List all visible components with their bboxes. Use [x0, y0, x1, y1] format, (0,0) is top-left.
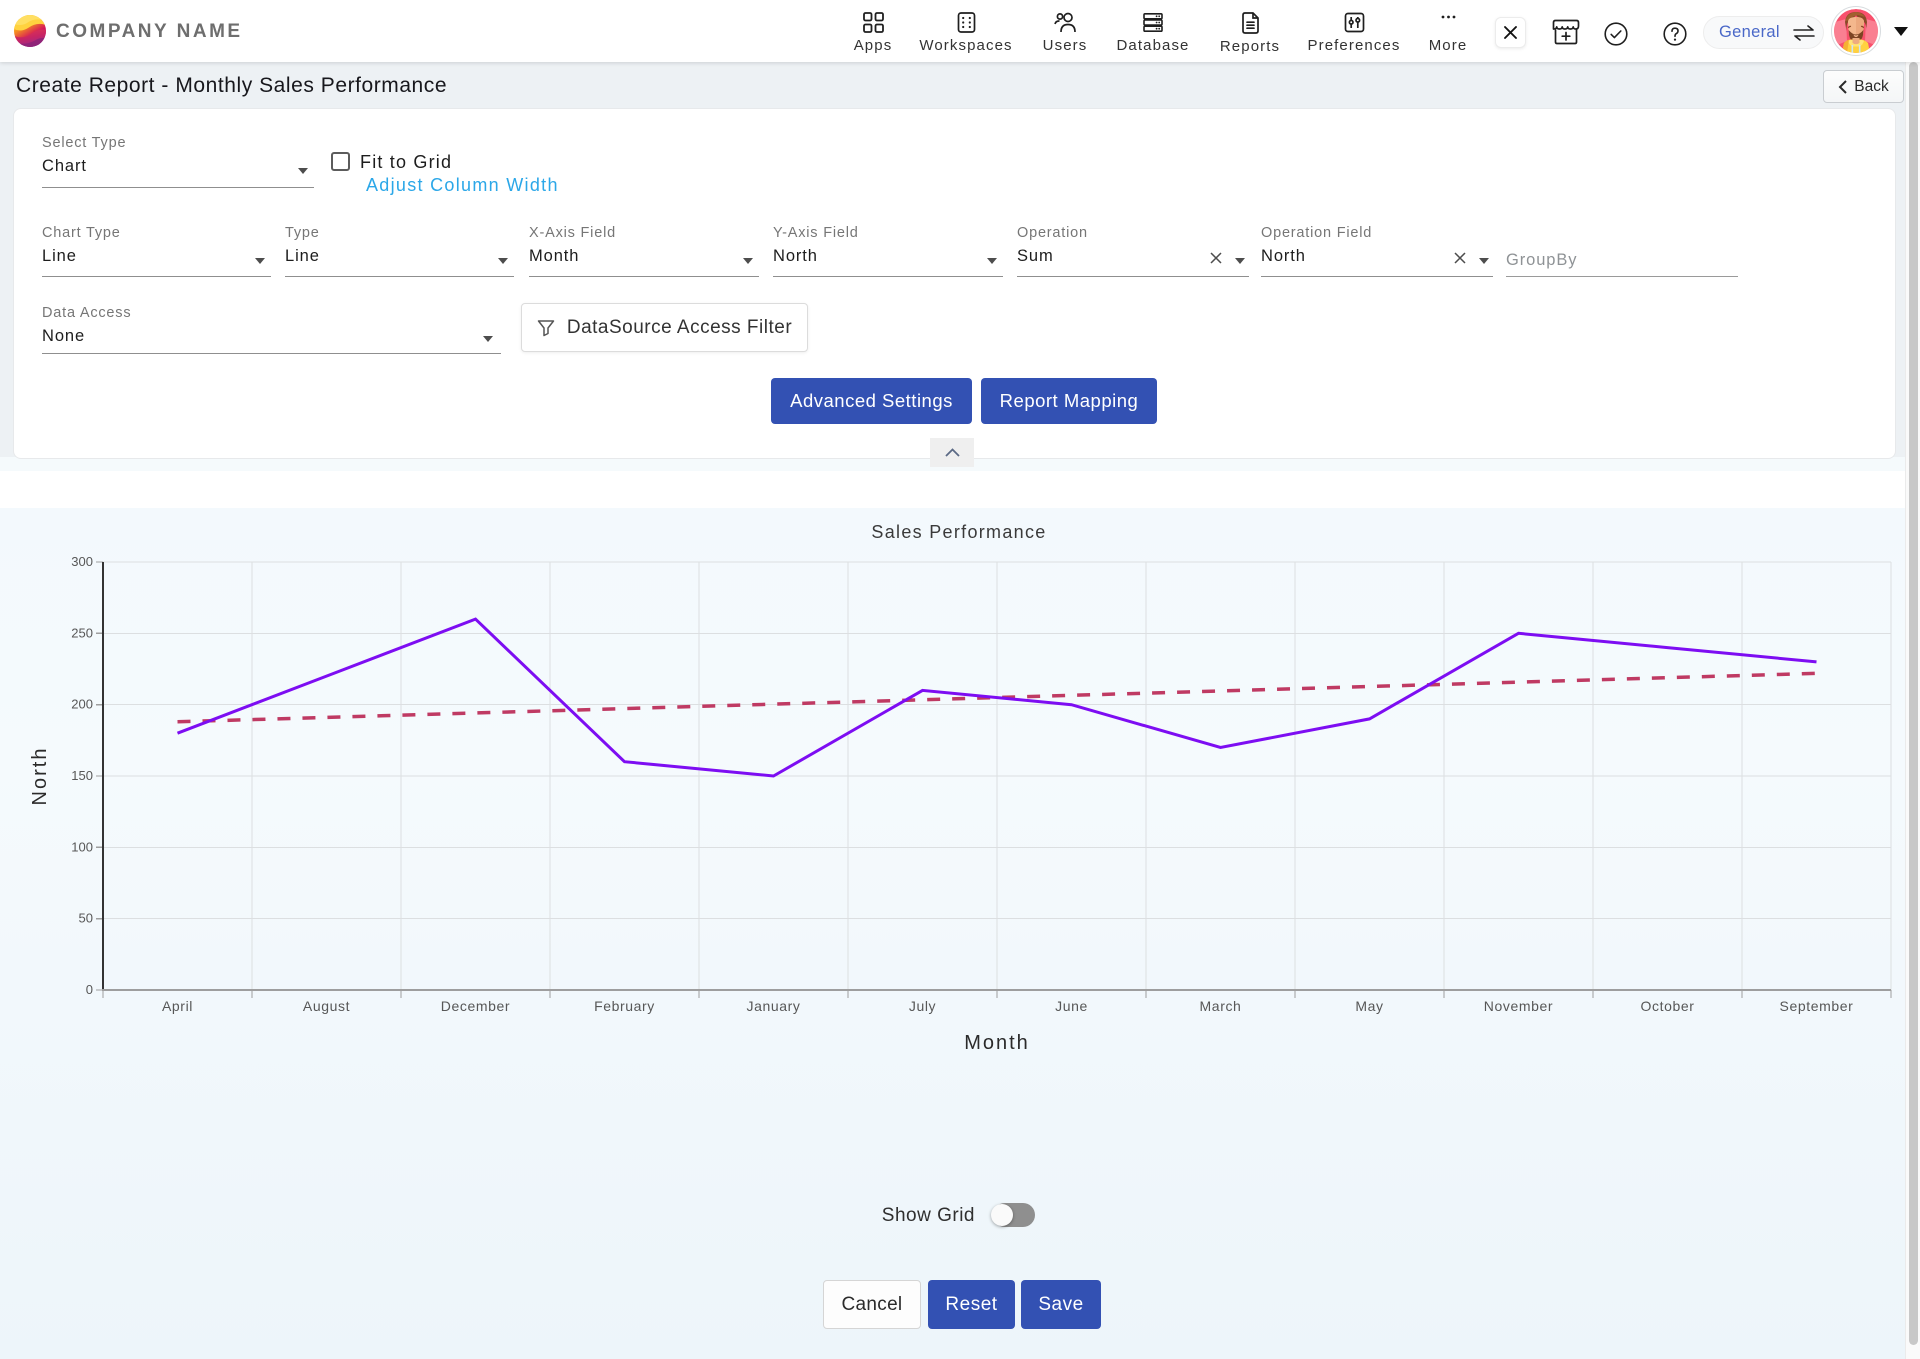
svg-text:November: November — [1484, 998, 1553, 1014]
svg-text:April: April — [162, 998, 193, 1014]
svg-text:Sales Performance: Sales Performance — [871, 522, 1046, 542]
svg-text:February: February — [594, 998, 655, 1014]
svg-text:June: June — [1055, 998, 1088, 1014]
svg-text:200: 200 — [71, 697, 93, 712]
svg-text:Month: Month — [964, 1032, 1030, 1054]
svg-text:September: September — [1780, 998, 1854, 1014]
svg-text:0: 0 — [86, 982, 93, 997]
svg-text:250: 250 — [71, 625, 93, 640]
svg-text:March: March — [1200, 998, 1242, 1014]
svg-text:300: 300 — [71, 554, 93, 569]
svg-text:July: July — [909, 998, 936, 1014]
svg-text:150: 150 — [71, 768, 93, 783]
svg-text:October: October — [1641, 998, 1695, 1014]
svg-text:50: 50 — [79, 911, 93, 926]
svg-text:North: North — [29, 747, 51, 806]
svg-text:December: December — [441, 998, 510, 1014]
svg-text:May: May — [1355, 998, 1383, 1014]
svg-text:January: January — [746, 998, 800, 1014]
svg-text:August: August — [303, 998, 350, 1014]
svg-text:100: 100 — [71, 839, 93, 854]
